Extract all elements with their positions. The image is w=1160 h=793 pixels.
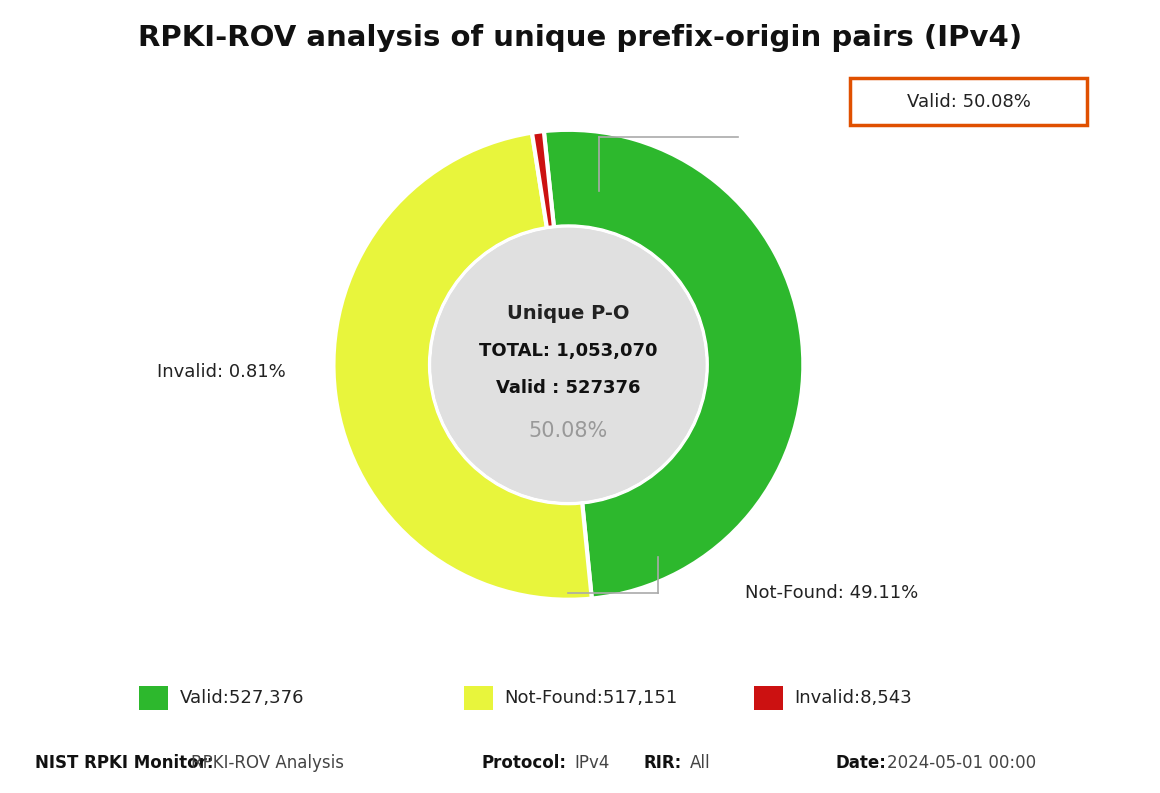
Wedge shape bbox=[532, 131, 554, 230]
Text: IPv4: IPv4 bbox=[574, 754, 609, 772]
Text: 50.08%: 50.08% bbox=[529, 420, 608, 441]
Text: TOTAL: 1,053,070: TOTAL: 1,053,070 bbox=[479, 342, 658, 360]
Text: Unique P-O: Unique P-O bbox=[507, 304, 630, 323]
Text: RPKI-ROV analysis of unique prefix-origin pairs (IPv4): RPKI-ROV analysis of unique prefix-origi… bbox=[138, 24, 1022, 52]
Wedge shape bbox=[544, 130, 804, 599]
Text: Valid:527,376: Valid:527,376 bbox=[180, 689, 304, 707]
Text: Invalid: 0.81%: Invalid: 0.81% bbox=[158, 363, 287, 381]
Text: Valid: 50.08%: Valid: 50.08% bbox=[907, 93, 1030, 110]
Text: 2024-05-01 00:00: 2024-05-01 00:00 bbox=[887, 754, 1037, 772]
Text: RIR:: RIR: bbox=[644, 754, 682, 772]
Circle shape bbox=[433, 228, 704, 501]
Text: Invalid:8,543: Invalid:8,543 bbox=[795, 689, 913, 707]
Text: All: All bbox=[690, 754, 711, 772]
Text: NIST RPKI Monitor:: NIST RPKI Monitor: bbox=[35, 754, 213, 772]
Text: RPKI-ROV Analysis: RPKI-ROV Analysis bbox=[191, 754, 345, 772]
Text: Date:: Date: bbox=[835, 754, 886, 772]
Text: Valid : 527376: Valid : 527376 bbox=[496, 379, 640, 397]
Text: Protocol:: Protocol: bbox=[481, 754, 566, 772]
Wedge shape bbox=[333, 132, 592, 600]
Circle shape bbox=[428, 225, 709, 504]
Circle shape bbox=[433, 228, 704, 501]
Text: Not-Found: 49.11%: Not-Found: 49.11% bbox=[745, 584, 918, 602]
Text: Not-Found:517,151: Not-Found:517,151 bbox=[505, 689, 677, 707]
